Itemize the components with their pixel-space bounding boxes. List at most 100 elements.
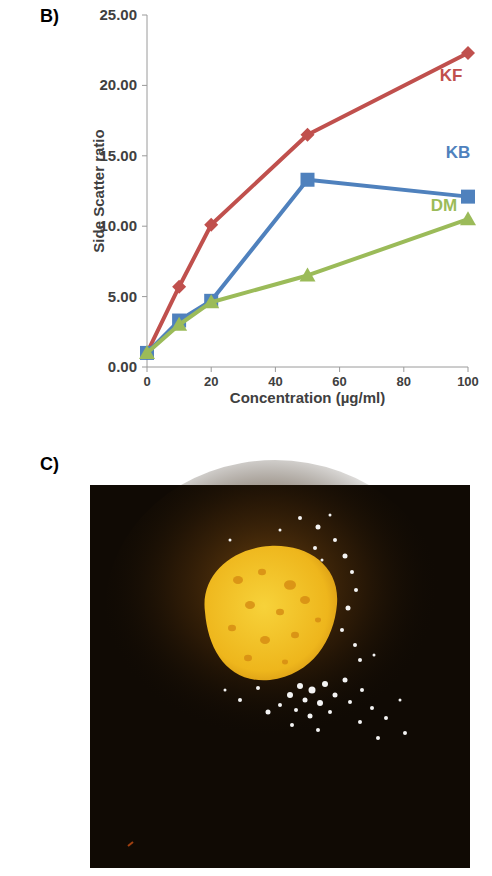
nucleolus (276, 609, 284, 615)
particle (287, 692, 293, 698)
particle (384, 716, 388, 720)
nucleolus (228, 625, 236, 631)
x-tick-label: 80 (397, 374, 411, 389)
y-tick (142, 367, 147, 368)
particle (313, 546, 317, 550)
y-tick-label: 25.00 (99, 6, 137, 23)
particle (229, 539, 232, 542)
panel-label: B) (40, 6, 59, 26)
particle (303, 698, 308, 703)
nucleolus (284, 580, 296, 590)
particle (238, 698, 242, 702)
nucleolus (260, 636, 270, 644)
particle (373, 654, 376, 657)
particle (333, 538, 337, 542)
particle (297, 683, 303, 689)
data-point (300, 267, 316, 281)
particle (343, 678, 348, 683)
particle (316, 728, 320, 732)
particle (328, 710, 332, 714)
x-tick (211, 367, 212, 372)
nucleolus (244, 655, 252, 661)
data-point (301, 173, 315, 187)
particle (343, 554, 348, 559)
cytoplasm (105, 460, 445, 760)
particle (354, 588, 358, 592)
y-axis-title: Side Scatter ratio (90, 129, 107, 252)
particle (322, 681, 328, 687)
particle (298, 516, 302, 520)
x-axis (147, 367, 468, 368)
x-tick (403, 367, 404, 372)
particle (333, 693, 338, 698)
particle (290, 723, 294, 727)
particle (266, 710, 271, 715)
data-point (204, 218, 218, 232)
y-tick-label: 5.00 (108, 288, 137, 305)
nucleolus (291, 632, 299, 638)
particle (340, 628, 344, 632)
nucleolus (233, 576, 243, 584)
data-point (172, 280, 186, 294)
y-tick (142, 155, 147, 156)
particle (350, 570, 354, 574)
x-tick (339, 367, 340, 372)
data-point (203, 294, 219, 308)
data-point (301, 128, 315, 142)
particle (376, 736, 380, 740)
particle (358, 720, 362, 724)
y-tick-label: 0.00 (108, 358, 137, 375)
particle (399, 699, 402, 702)
particle (294, 708, 298, 712)
y-tick (142, 296, 147, 297)
series-label: KF (440, 66, 463, 85)
y-tick (142, 85, 147, 86)
data-point (171, 317, 187, 331)
figure: B)0.005.0010.0015.0020.0025.000204060801… (0, 0, 492, 876)
y-tick-label: 20.00 (99, 76, 137, 93)
x-tick-label: 100 (457, 374, 479, 389)
x-tick-label: 0 (143, 374, 150, 389)
series-label: DM (431, 196, 457, 215)
debris (128, 842, 133, 846)
series-line (147, 180, 468, 353)
data-point (461, 190, 475, 204)
particle (278, 703, 282, 707)
nucleolus (245, 601, 255, 609)
particle (316, 525, 321, 530)
nucleolus (282, 660, 288, 665)
data-point (461, 46, 475, 60)
nucleolus (300, 596, 310, 604)
particle (353, 643, 357, 647)
x-tick (468, 367, 469, 372)
x-tick (275, 367, 276, 372)
particle (358, 658, 362, 662)
particle (403, 731, 407, 735)
x-axis-title: Concentration (µg/ml) (230, 389, 385, 406)
nucleus (204, 546, 337, 680)
x-tick-label: 40 (268, 374, 282, 389)
particle (279, 529, 282, 532)
x-tick-label: 20 (204, 374, 218, 389)
data-point (460, 211, 476, 225)
particle (360, 688, 364, 692)
y-tick (142, 15, 147, 16)
particle (309, 687, 316, 694)
y-tick (142, 226, 147, 227)
plot-area (139, 46, 476, 360)
x-tick-label: 60 (332, 374, 346, 389)
series-label: KB (446, 143, 471, 162)
x-tick (147, 367, 148, 372)
particle (317, 700, 323, 706)
nucleolus (315, 618, 321, 623)
particle (370, 706, 374, 710)
particle (321, 559, 324, 562)
particle (224, 689, 227, 692)
series-line (147, 219, 468, 353)
nucleolus (258, 569, 266, 575)
particle (329, 514, 332, 517)
particle (256, 686, 260, 690)
series-line (147, 53, 468, 353)
particle (308, 714, 313, 719)
data-point (139, 345, 155, 359)
